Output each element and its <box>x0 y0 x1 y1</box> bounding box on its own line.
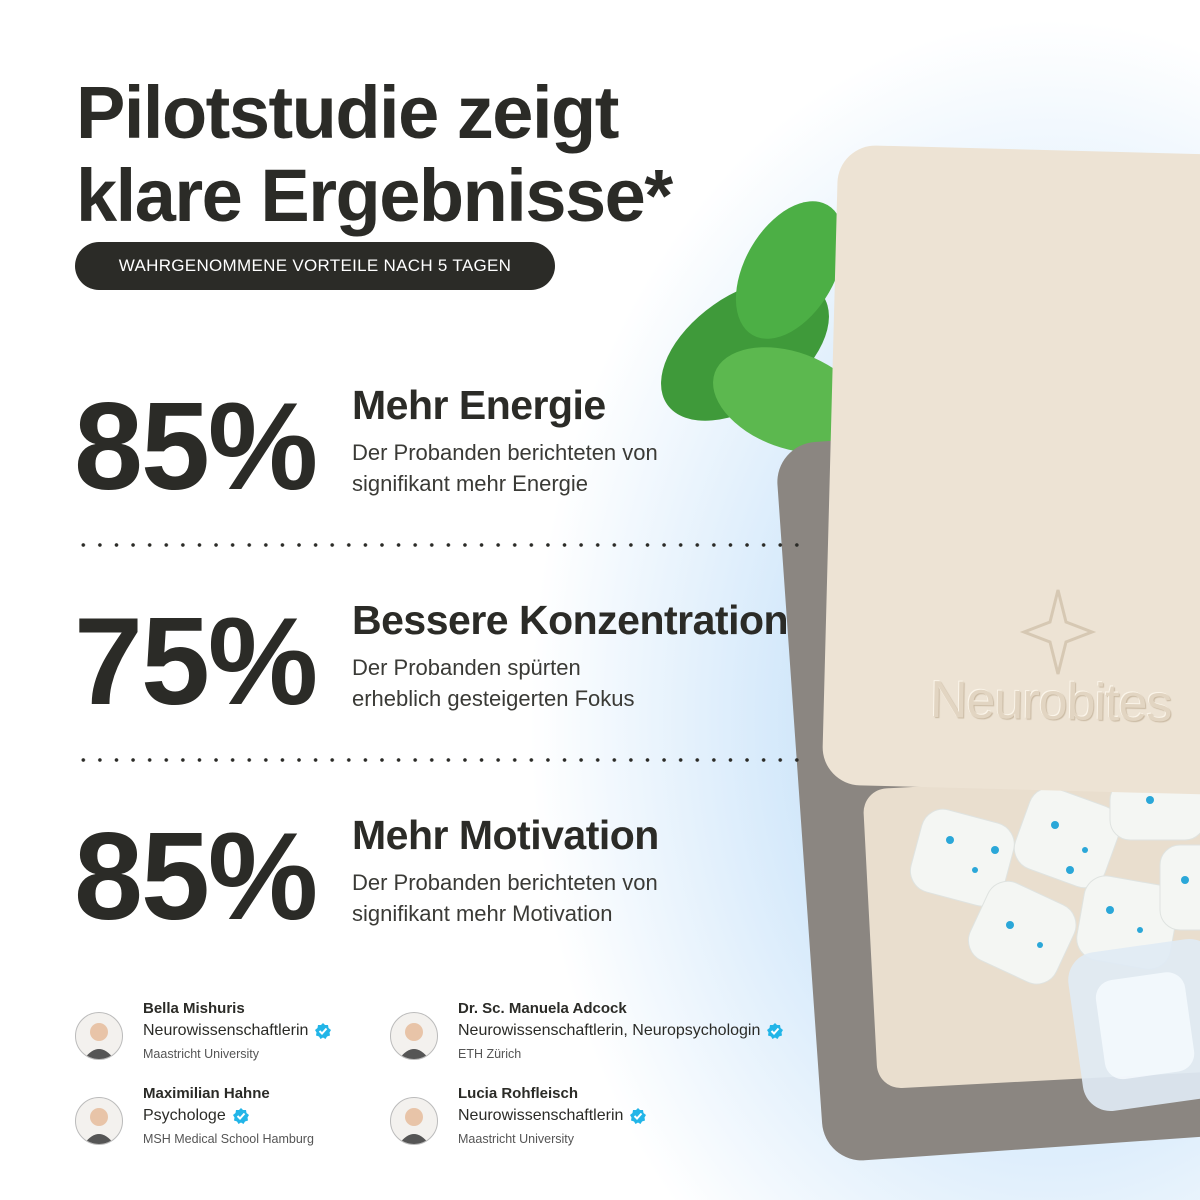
gum-speckles <box>946 796 1189 948</box>
stat-description: erheblich gesteigerten Fokus <box>352 686 635 711</box>
ice-cube <box>1068 938 1200 1112</box>
expert-name: Maximilian Hahne <box>143 1085 270 1102</box>
expert-role-text: Neurowissenschaftlerin, Neuropsychologin <box>458 1022 761 1039</box>
expert-card: Dr. Sc. Manuela Adcock Neurowissenschaftl… <box>390 1000 784 1070</box>
divider <box>75 543 807 547</box>
title-line: klare Ergebnisse* <box>76 154 673 237</box>
avatar <box>75 1097 123 1145</box>
expert-role-text: Neurowissenschaftlerin <box>143 1022 309 1039</box>
avatar <box>390 1097 438 1145</box>
expert-role-text: Psychologe <box>143 1107 226 1124</box>
stat-description: signifikant mehr Energie <box>352 471 589 496</box>
expert-role: Psychologe <box>143 1107 250 1125</box>
stat-value: 85% <box>74 808 318 946</box>
expert-role: Neurowissenschaftlerin, Neuropsychologin <box>458 1022 784 1040</box>
stat-description: Der Probanden berichteten von <box>352 440 658 465</box>
expert-card: Bella Mishuris Neurowissenschaftlerin Maas… <box>75 1000 395 1070</box>
stat-heading: Bessere Konzentration <box>352 597 789 643</box>
expert-role-text: Neurowissenschaftlerin <box>458 1107 624 1124</box>
expert-name: Dr. Sc. Manuela Adcock <box>458 1000 627 1017</box>
verified-icon <box>232 1108 249 1124</box>
avatar-figure <box>84 1108 114 1144</box>
brand-emboss: Neurobites <box>929 670 1172 734</box>
expert-role: Neurowissenschaftlerin <box>458 1107 647 1125</box>
avatar <box>75 1012 123 1060</box>
expert-role: Neurowissenschaftlerin <box>143 1022 332 1040</box>
expert-institution: MSH Medical School Hamburg <box>143 1132 314 1146</box>
expert-card: Lucia Rohfleisch Neurowissenschaftlerin Ma… <box>390 1085 710 1155</box>
expert-name: Lucia Rohfleisch <box>458 1085 579 1102</box>
stat-value: 85% <box>74 378 318 516</box>
badge: WAHRGENOMMENE VORTEILE NACH 5 TAGEN <box>75 242 555 290</box>
mint-leaves <box>661 201 867 453</box>
expert-name: Bella Mishuris <box>143 1000 245 1017</box>
avatar-figure <box>399 1108 429 1144</box>
avatar <box>390 1012 438 1060</box>
verified-icon <box>767 1023 784 1039</box>
avatar-figure <box>399 1023 429 1059</box>
verified-icon <box>630 1108 647 1124</box>
lid <box>822 145 1200 795</box>
stat-heading: Mehr Energie <box>352 382 606 428</box>
expert-card: Maximilian Hahne Psychologe MSH Medical Sc… <box>75 1085 395 1155</box>
expert-institution: Maastricht University <box>143 1047 259 1061</box>
avatar-figure <box>84 1023 114 1059</box>
logo-star <box>1019 589 1097 675</box>
stat-description: Der Probanden spürten <box>352 655 581 680</box>
title-line: Pilotstudie zeigt <box>76 71 619 154</box>
stat-value: 75% <box>74 593 318 731</box>
stat-description: Der Probanden berichteten von <box>352 870 658 895</box>
expert-institution: Maastricht University <box>458 1132 574 1146</box>
stat-description: signifikant mehr Motivation <box>352 901 613 926</box>
divider <box>75 758 807 762</box>
expert-institution: ETH Zürich <box>458 1047 522 1061</box>
verified-icon <box>315 1023 332 1039</box>
stat-heading: Mehr Motivation <box>352 812 659 858</box>
